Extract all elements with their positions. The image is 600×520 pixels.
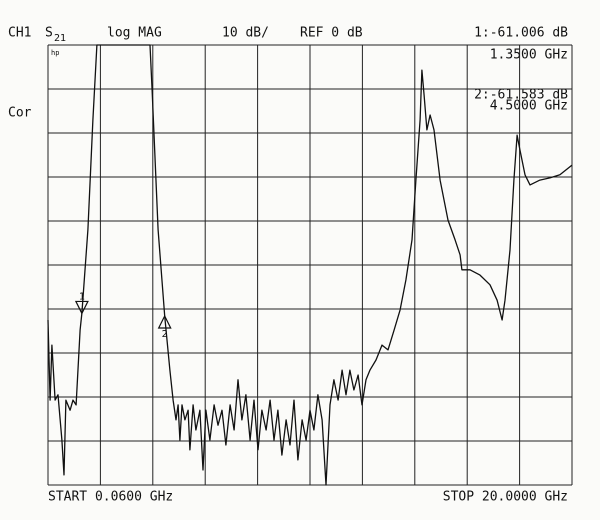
marker-label: 2 bbox=[162, 329, 168, 340]
marker bbox=[74, 300, 89, 315]
parameter-subscript: 21 bbox=[54, 33, 66, 44]
marker bbox=[157, 314, 172, 329]
format: log MAG bbox=[107, 26, 162, 41]
marker-readout: 1:-61.006 dB bbox=[474, 26, 568, 41]
marker-readout: 4.5000 GHz bbox=[490, 99, 568, 114]
marker-label: 1 bbox=[79, 291, 85, 302]
channel: CH1 bbox=[8, 26, 31, 41]
status: Cor bbox=[8, 106, 32, 121]
logo: hp bbox=[51, 49, 59, 57]
stop-frequency: STOP 20.0000 GHz bbox=[443, 490, 568, 505]
trace bbox=[47, 44, 573, 486]
scale: 10 dB/ bbox=[222, 26, 269, 41]
reference: REF 0 dB bbox=[300, 26, 363, 41]
start-frequency: START 0.0600 GHz bbox=[48, 490, 173, 505]
parameter: S bbox=[45, 26, 53, 41]
marker-readout: 1.3500 GHz bbox=[490, 48, 568, 63]
marker-readout: 2:-61.583 dB bbox=[474, 88, 568, 103]
